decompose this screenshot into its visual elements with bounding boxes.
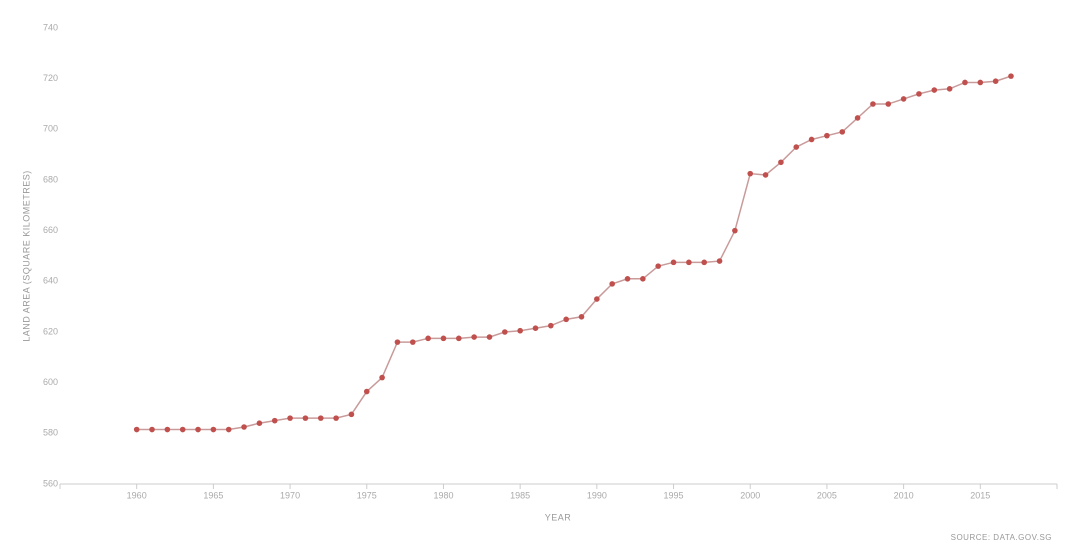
data-point <box>640 276 646 282</box>
y-tick-label: 620 <box>43 326 58 336</box>
data-point <box>502 329 508 335</box>
data-point <box>670 259 677 266</box>
x-tick-label: 2015 <box>970 490 990 500</box>
y-tick-label: 740 <box>43 22 58 32</box>
data-point <box>348 411 355 418</box>
data-point <box>701 259 708 266</box>
data-point <box>594 296 600 302</box>
data-point <box>885 101 892 107</box>
data-point <box>716 258 723 264</box>
x-tick-label: 1975 <box>357 490 377 500</box>
data-line <box>136 75 1012 431</box>
data-point <box>992 78 999 84</box>
data-point <box>333 415 339 421</box>
data-point <box>440 335 447 342</box>
data-point <box>456 335 462 342</box>
data-point <box>471 334 477 340</box>
y-tick-label: 720 <box>43 73 58 83</box>
x-tick-label: 1980 <box>433 490 453 500</box>
data-point <box>824 132 830 139</box>
data-point <box>517 327 523 334</box>
x-tick-label: 1985 <box>510 490 530 500</box>
data-point <box>225 426 232 433</box>
data-point <box>317 415 324 421</box>
y-tick-label: 560 <box>43 478 58 488</box>
data-point <box>210 426 217 433</box>
data-point <box>164 426 171 433</box>
data-point <box>747 170 754 177</box>
data-point <box>762 172 769 178</box>
data-point <box>778 159 784 166</box>
data-point <box>839 129 846 135</box>
data-point <box>363 388 370 395</box>
x-tick-label: 1960 <box>127 490 147 500</box>
data-point <box>195 426 201 433</box>
data-point <box>302 415 309 421</box>
data-point <box>931 87 938 93</box>
data-point <box>870 101 876 107</box>
y-axis-label: LAND AREA (SQUARE KILOMETRES) <box>21 170 31 342</box>
data-point <box>946 86 953 92</box>
data-point <box>808 136 815 143</box>
data-point <box>409 339 416 345</box>
data-point <box>532 325 539 332</box>
data-point <box>256 420 263 427</box>
x-tick-label: 1995 <box>664 490 684 500</box>
data-point <box>686 259 692 266</box>
source-note: SOURCE: DATA.GOV.SG <box>951 533 1052 542</box>
x-tick-label: 1990 <box>587 490 607 500</box>
data-point <box>916 91 922 97</box>
data-point <box>287 415 293 421</box>
data-point <box>241 424 247 430</box>
x-tick-label: 2005 <box>817 490 837 500</box>
x-tick-label: 1965 <box>203 490 223 500</box>
data-point <box>578 314 585 320</box>
y-tick-label: 580 <box>43 428 58 438</box>
x-axis-label: YEAR <box>545 512 572 522</box>
data-point <box>900 96 907 102</box>
data-point <box>563 316 569 323</box>
data-point <box>624 276 631 282</box>
data-point <box>655 263 661 269</box>
data-point <box>793 144 800 150</box>
data-point <box>548 322 554 329</box>
y-tick-label: 640 <box>43 276 58 286</box>
y-tick-label: 700 <box>43 124 58 134</box>
data-point <box>425 335 431 342</box>
data-point <box>732 227 738 234</box>
data-point <box>179 426 186 433</box>
data-point <box>133 426 140 433</box>
data-point <box>962 79 968 86</box>
data-point <box>271 417 278 424</box>
data-point <box>379 374 385 381</box>
y-tick-label: 680 <box>43 174 58 184</box>
data-point <box>486 334 493 340</box>
data-point <box>394 339 401 345</box>
data-point <box>609 281 615 287</box>
data-point <box>1008 73 1014 79</box>
x-tick-label: 2000 <box>740 490 760 500</box>
x-tick-label: 2010 <box>894 490 914 500</box>
y-tick-label: 600 <box>43 377 58 387</box>
data-point <box>149 426 155 433</box>
data-point <box>854 115 861 121</box>
y-tick-label: 660 <box>43 225 58 235</box>
data-point <box>977 79 984 86</box>
x-tick-label: 1970 <box>280 490 300 500</box>
